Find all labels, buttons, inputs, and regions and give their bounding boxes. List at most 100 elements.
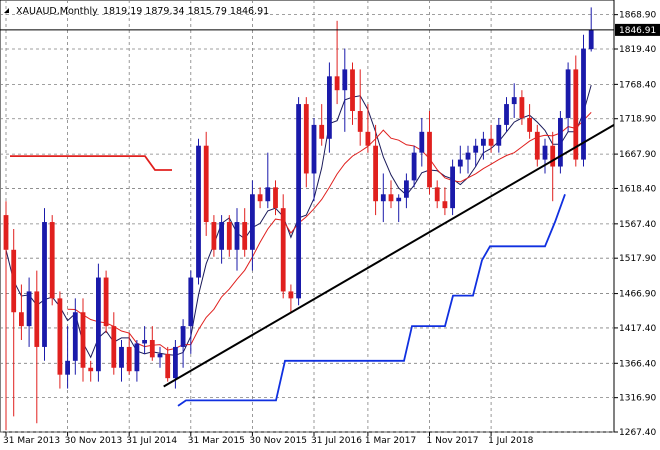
candle-body bbox=[327, 76, 332, 139]
candle-body bbox=[26, 291, 32, 327]
x-tick-label: 1 Jul 2018 bbox=[488, 436, 533, 446]
candle-body bbox=[373, 145, 378, 202]
x-tick-label: 30 Nov 2015 bbox=[249, 436, 307, 446]
candle-body bbox=[142, 339, 147, 344]
candle-body bbox=[388, 194, 394, 202]
x-tick-label: 30 Nov 2013 bbox=[65, 436, 123, 446]
y-tick-label: 1417.40 bbox=[619, 324, 656, 334]
candle-body bbox=[265, 187, 271, 202]
y-tick-label: 1517.90 bbox=[619, 254, 656, 264]
candle-body bbox=[11, 249, 17, 313]
candle-body bbox=[280, 208, 286, 292]
candle-body bbox=[519, 97, 525, 118]
candle-body bbox=[49, 222, 55, 299]
candle-body bbox=[250, 194, 255, 250]
candle-body bbox=[273, 187, 278, 209]
candle-body bbox=[319, 124, 325, 139]
candle-body bbox=[457, 159, 463, 167]
candle-body bbox=[465, 152, 471, 160]
candle-body bbox=[173, 346, 178, 379]
x-tick-label: 1 Mar 2017 bbox=[365, 436, 416, 446]
candle-body bbox=[180, 326, 186, 347]
candle-body bbox=[511, 97, 517, 105]
current-price-tag bbox=[615, 23, 660, 36]
candle-body bbox=[219, 222, 224, 250]
y-tick-label: 1667.90 bbox=[619, 150, 656, 160]
candle-body bbox=[242, 222, 248, 250]
candle-body bbox=[427, 131, 432, 188]
candle-body bbox=[119, 346, 124, 368]
stop-line-red bbox=[10, 155, 172, 171]
x-axis: 31 Mar 2013 30 Nov 2013 31 Jul 2014 31 Mar … bbox=[3, 432, 534, 446]
y-tick-label: 1466.90 bbox=[619, 290, 656, 300]
candle-body bbox=[157, 353, 163, 358]
candle-body bbox=[450, 166, 455, 209]
candle-body bbox=[534, 131, 540, 160]
candle-body bbox=[496, 124, 502, 146]
candle-body bbox=[257, 194, 263, 202]
x-tick-label: 1 Nov 2017 bbox=[427, 436, 479, 446]
candle-body bbox=[565, 69, 571, 118]
candle-body bbox=[350, 69, 355, 112]
candle-body bbox=[19, 312, 24, 327]
candle-body bbox=[419, 131, 425, 153]
y-tick-label: 1267.40 bbox=[619, 428, 656, 438]
stop-line-blue bbox=[177, 193, 566, 407]
overlay-layer bbox=[0, 29, 615, 388]
candle-body bbox=[365, 131, 371, 146]
candle-body bbox=[226, 222, 232, 250]
candle-body bbox=[357, 111, 363, 132]
x-tick-label: 31 Jul 2016 bbox=[311, 436, 362, 446]
candle-body bbox=[311, 124, 317, 174]
candle-body bbox=[303, 104, 309, 174]
ohlc-readout: 1819.19 1879.34 1815.79 1846.91 bbox=[103, 6, 269, 17]
candle-body bbox=[126, 346, 132, 372]
y-axis: 1868.90 1819.40 1768.40 1718.90 1667.90 1618.… bbox=[614, 11, 660, 438]
candle-body bbox=[65, 360, 70, 375]
candle-body bbox=[188, 277, 194, 327]
candle-body bbox=[296, 104, 301, 299]
y-tick-label: 1618.40 bbox=[619, 184, 656, 194]
candle-body bbox=[234, 222, 240, 250]
candle-body bbox=[504, 104, 509, 125]
y-tick-label: 1768.40 bbox=[619, 80, 656, 90]
candle-body bbox=[488, 138, 494, 146]
current-price-label: 1846.91 bbox=[619, 26, 656, 36]
candle-body bbox=[411, 152, 417, 181]
candle-body bbox=[196, 145, 201, 278]
candle-body bbox=[3, 215, 9, 250]
candle-body bbox=[165, 353, 171, 379]
candle-body bbox=[111, 326, 117, 368]
y-tick-label: 1366.40 bbox=[619, 359, 656, 369]
candle-body bbox=[473, 145, 479, 153]
candle-body bbox=[542, 145, 548, 160]
candle-body bbox=[80, 312, 86, 368]
candle-body bbox=[88, 367, 94, 372]
candle-body bbox=[96, 277, 101, 372]
candle-body bbox=[527, 117, 532, 132]
candle-body bbox=[558, 117, 563, 167]
candle-body bbox=[442, 201, 448, 209]
candle-body bbox=[203, 145, 209, 223]
moving-average-slow bbox=[67, 112, 592, 351]
candle-body bbox=[57, 298, 63, 375]
y-tick-label: 1567.40 bbox=[619, 220, 656, 230]
candle-body bbox=[211, 222, 217, 250]
candle-body bbox=[72, 312, 78, 361]
candle-body bbox=[434, 187, 440, 202]
chart-title: XAUAUD,Monthly bbox=[16, 6, 98, 17]
candle-body bbox=[334, 76, 340, 91]
candle-body bbox=[481, 138, 486, 146]
candle-body bbox=[404, 180, 409, 198]
y-tick-label: 1718.90 bbox=[619, 115, 656, 125]
x-tick-label: 31 Mar 2015 bbox=[188, 436, 245, 446]
support-trendline bbox=[163, 124, 615, 388]
candle-body bbox=[149, 339, 155, 358]
candles-layer bbox=[3, 7, 594, 431]
candle-body bbox=[342, 69, 348, 91]
y-tick-label: 1316.90 bbox=[619, 394, 656, 404]
candle-body bbox=[396, 197, 402, 202]
x-tick-label: 31 Mar 2013 bbox=[3, 436, 60, 446]
candle-body bbox=[581, 48, 586, 160]
